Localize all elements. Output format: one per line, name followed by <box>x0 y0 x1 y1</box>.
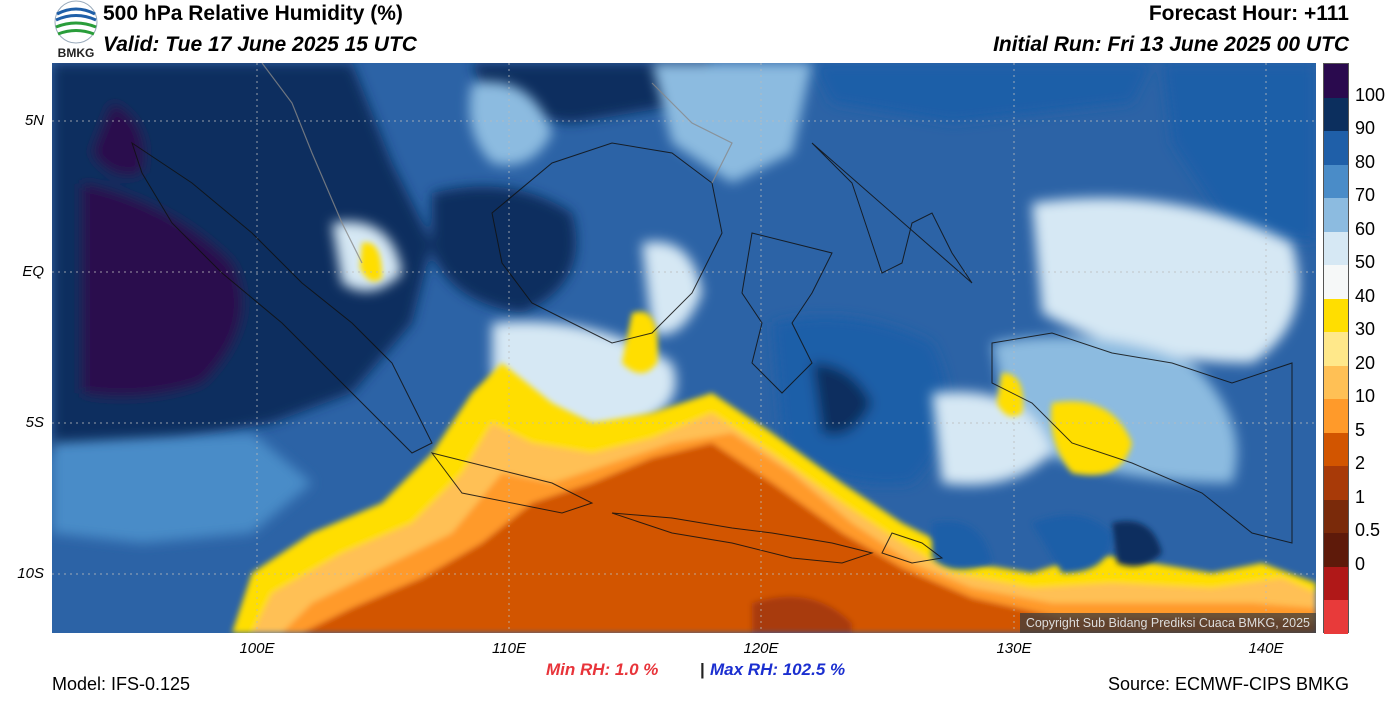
colorbar-segment <box>1324 97 1348 132</box>
colorbar-segment <box>1324 64 1348 99</box>
colorbar-label: 80 <box>1355 151 1376 172</box>
colorbar-label: 20 <box>1355 352 1376 373</box>
max-rh: Max RH: 102.5 % <box>710 660 846 679</box>
model-label: Model: IFS-0.125 <box>52 674 191 694</box>
min-rh: Min RH: 1.0 % <box>546 660 659 679</box>
colorbar-label: 0.5 <box>1355 520 1381 541</box>
humidity-map: Copyright Sub Bidang Prediksi Cuaca BMKG… <box>52 63 1316 633</box>
colorbar-segment <box>1324 198 1348 233</box>
humidity-field-graphic <box>52 63 1316 633</box>
lon-label-110e: 110E <box>492 640 526 657</box>
colorbar-label: 30 <box>1355 319 1376 340</box>
lat-label-5n: 5N <box>24 112 44 129</box>
colorbar-segment <box>1324 432 1348 467</box>
colorbar-label: 1 <box>1355 486 1366 507</box>
colorbar-segment <box>1324 600 1348 635</box>
colorbar-segment <box>1324 466 1348 501</box>
source-label: Source: ECMWF-CIPS BMKG <box>1107 674 1349 694</box>
lon-label-100e: 100E <box>239 640 275 657</box>
lon-label-120e: 120E <box>743 640 779 657</box>
copyright-notice: Copyright Sub Bidang Prediksi Cuaca BMKG… <box>1019 613 1316 633</box>
colorbar-segment <box>1324 231 1348 266</box>
colorbar <box>1323 63 1349 635</box>
lon-label-140e: 140E <box>1248 640 1284 657</box>
colorbar-label: 100 <box>1355 84 1386 105</box>
colorbar-label: 5 <box>1355 419 1366 440</box>
colorbar-label: 2 <box>1355 453 1366 474</box>
colorbar-label: 40 <box>1355 285 1376 306</box>
initial-run: Initial Run: Fri 13 June 2025 00 UTC <box>993 33 1349 56</box>
colorbar-segment <box>1324 399 1348 434</box>
svg-text:BMKG: BMKG <box>58 46 95 60</box>
colorbar-segment <box>1324 499 1348 534</box>
colorbar-label: 70 <box>1355 185 1376 206</box>
colorbar-segment <box>1324 365 1348 400</box>
forecast-hour: Forecast Hour: +111 <box>1148 2 1349 25</box>
lat-label-5s: 5S <box>25 414 44 431</box>
map-title: 500 hPa Relative Humidity (%) <box>103 2 403 25</box>
colorbar-label: 0 <box>1355 553 1366 574</box>
valid-time: Valid: Tue 17 June 2025 15 UTC <box>103 33 417 56</box>
colorbar-label: 60 <box>1355 218 1376 239</box>
colorbar-segment <box>1324 533 1348 568</box>
colorbar-segment <box>1324 131 1348 166</box>
lat-label-10s: 10S <box>17 565 44 582</box>
colorbar-label: 50 <box>1355 252 1376 273</box>
bmkg-logo: BMKG <box>52 0 100 60</box>
colorbar-segment <box>1324 332 1348 367</box>
stats-separator: | <box>700 660 705 679</box>
colorbar-label: 10 <box>1355 386 1376 407</box>
colorbar-segment <box>1324 164 1348 199</box>
lat-label-eq: EQ <box>22 263 44 280</box>
lon-label-130e: 130E <box>996 640 1032 657</box>
colorbar-segment <box>1324 566 1348 601</box>
colorbar-segment <box>1324 298 1348 333</box>
colorbar-segment <box>1324 265 1348 300</box>
colorbar-label: 90 <box>1355 118 1376 139</box>
